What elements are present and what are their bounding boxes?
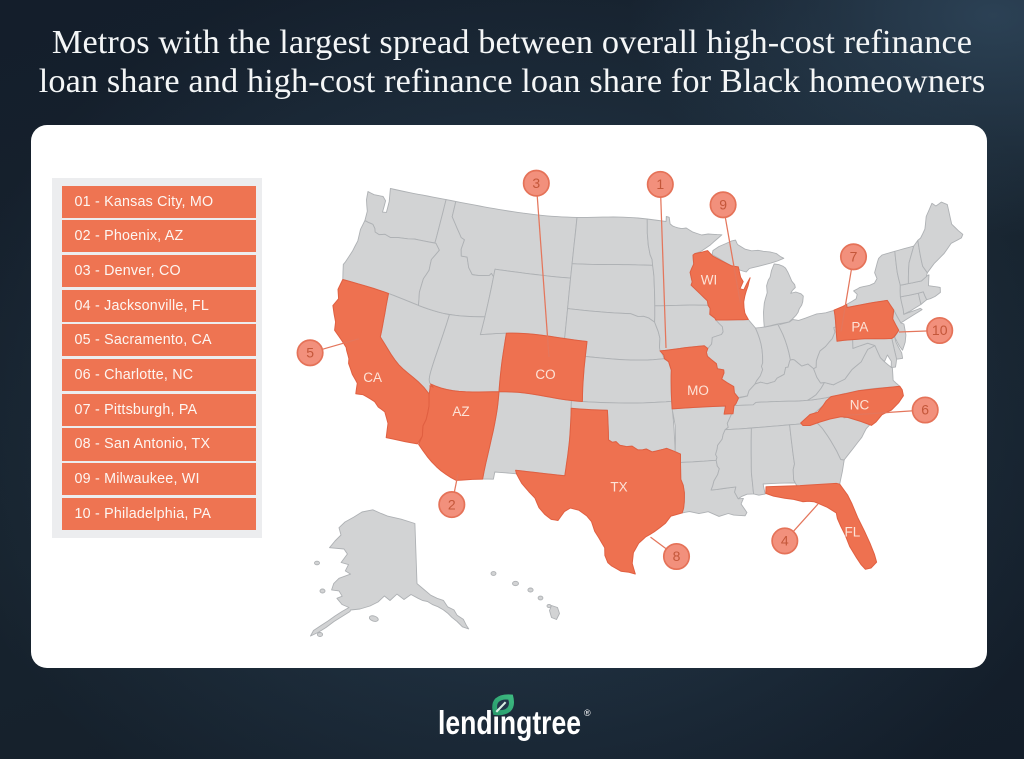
svg-text:9: 9 xyxy=(719,197,727,213)
svg-text:6: 6 xyxy=(921,402,929,418)
svg-text:®: ® xyxy=(584,708,591,718)
svg-text:CO: CO xyxy=(535,367,555,382)
svg-text:WI: WI xyxy=(701,273,718,288)
svg-text:8: 8 xyxy=(673,548,681,564)
svg-text:CA: CA xyxy=(363,370,382,385)
svg-text:10: 10 xyxy=(932,322,948,338)
svg-text:MO: MO xyxy=(687,383,709,398)
svg-text:5: 5 xyxy=(306,345,314,361)
svg-text:PA: PA xyxy=(851,319,868,334)
svg-text:NC: NC xyxy=(850,398,870,413)
svg-text:1: 1 xyxy=(656,176,664,192)
svg-text:3: 3 xyxy=(532,175,540,191)
svg-text:AZ: AZ xyxy=(452,404,469,419)
svg-text:TX: TX xyxy=(610,480,627,495)
svg-text:FL: FL xyxy=(845,524,861,539)
svg-text:7: 7 xyxy=(850,249,858,265)
svg-text:4: 4 xyxy=(781,533,789,549)
svg-text:2: 2 xyxy=(448,496,456,512)
